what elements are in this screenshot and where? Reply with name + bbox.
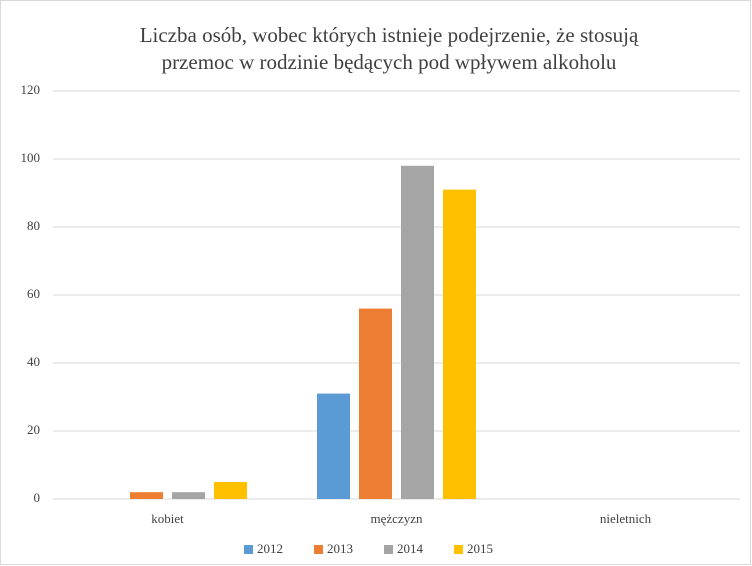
legend-label: 2015 [467, 541, 493, 556]
chart-title: przemoc w rodzinie będących pod wpływem … [162, 50, 617, 74]
legend-swatch [384, 545, 393, 554]
legend-label: 2012 [257, 541, 283, 556]
y-tick-label: 120 [21, 82, 41, 97]
bar [443, 189, 476, 499]
bar [130, 492, 163, 499]
y-tick-label: 80 [27, 218, 40, 233]
chart-title: Liczba osób, wobec których istnieje pode… [140, 23, 639, 47]
bar [317, 393, 350, 499]
bar [359, 308, 392, 499]
x-tick-label: nieletnich [600, 511, 652, 526]
x-tick-label: mężczyzn [371, 511, 423, 526]
y-tick-label: 60 [27, 286, 40, 301]
bar [214, 482, 247, 499]
legend-swatch [314, 545, 323, 554]
y-tick-label: 0 [34, 490, 41, 505]
x-tick-label: kobiet [151, 511, 184, 526]
y-tick-label: 40 [27, 354, 40, 369]
legend-swatch [454, 545, 463, 554]
legend-label: 2013 [327, 541, 353, 556]
bar [172, 492, 205, 499]
bar [401, 165, 434, 500]
y-tick-label: 20 [27, 422, 40, 437]
legend-label: 2014 [397, 541, 424, 556]
legend-swatch [244, 545, 253, 554]
y-tick-label: 100 [21, 150, 41, 165]
